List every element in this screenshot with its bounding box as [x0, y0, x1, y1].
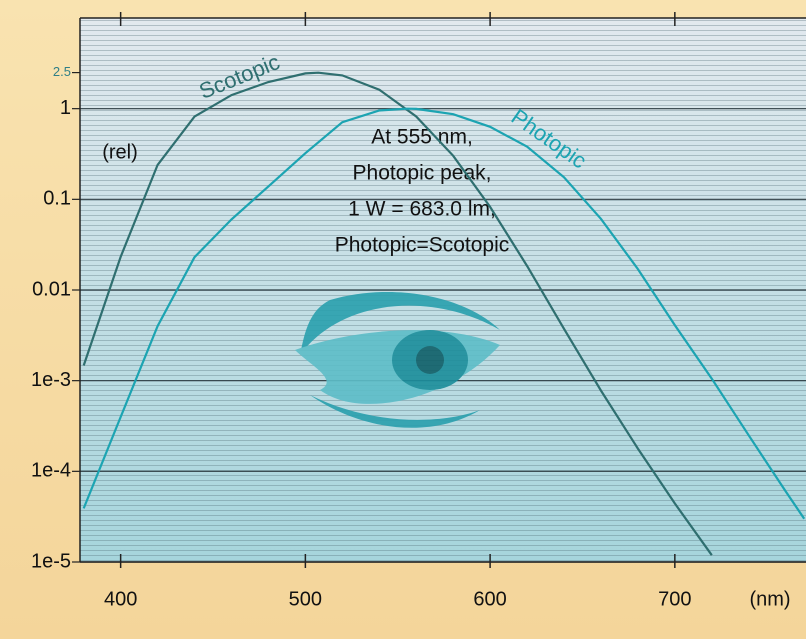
x-tick-label: 700 [658, 588, 691, 610]
annotation-line: Photopic peak, [353, 162, 492, 185]
y-tick-label: 1e-4 [31, 460, 71, 482]
y-tick-label: 0.01 [32, 278, 71, 300]
x-tick-label: 500 [289, 588, 322, 610]
y-axis-label: (rel) [102, 141, 138, 163]
annotation-line: At 555 nm, [371, 126, 473, 149]
eye-illustration [295, 291, 500, 428]
x-tick-label: 400 [104, 588, 137, 610]
y-tick-label: 1 [60, 97, 71, 119]
y-tick-label: 0.1 [43, 188, 71, 210]
annotation: At 555 nm, Photopic peak, 1 W = 683.0 lm, P… [335, 126, 510, 257]
y-tick-label: 1e-3 [31, 369, 71, 391]
y-tick-label: 2.5 [53, 64, 71, 79]
annotation-line: Photopic=Scotopic [335, 234, 510, 257]
y-tick-label: 1e-5 [31, 550, 71, 572]
series-line [82, 71, 713, 556]
x-tick-label: 600 [473, 588, 506, 610]
annotation-line: 1 W = 683.0 lm, [348, 198, 496, 221]
series-line [82, 107, 806, 520]
x-axis-label: (nm) [749, 588, 790, 610]
